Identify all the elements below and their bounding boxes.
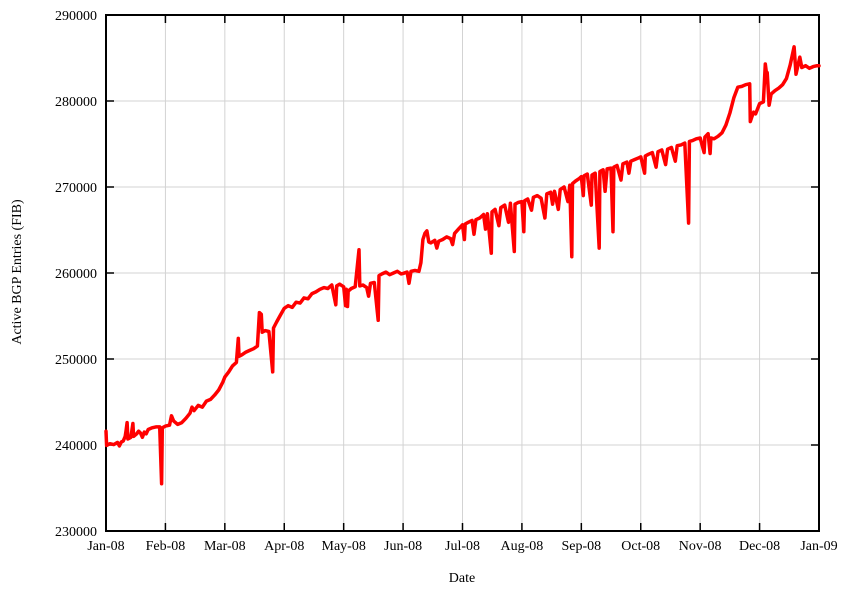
x-tick-label: Jun-08: [384, 539, 422, 554]
y-tick-label: 260000: [55, 267, 97, 282]
y-tick-label: 270000: [55, 181, 97, 196]
x-tick-label: Jan-09: [800, 539, 837, 554]
y-tick-label: 280000: [55, 95, 97, 110]
x-tick-label: May-08: [322, 539, 366, 554]
y-tick-label: 230000: [55, 525, 97, 540]
y-tick-label: 240000: [55, 439, 97, 454]
x-tick-label: Nov-08: [679, 539, 722, 554]
x-tick-label: Mar-08: [204, 539, 246, 554]
x-tick-label: Aug-08: [501, 539, 544, 554]
x-tick-label: Apr-08: [264, 539, 304, 554]
x-tick-label: Oct-08: [621, 539, 660, 554]
plot-border: [105, 14, 820, 532]
x-tick-label: Feb-08: [146, 539, 186, 554]
x-tick-label: Jan-08: [87, 539, 124, 554]
y-tick-label: 250000: [55, 353, 97, 368]
bgp-series-line: [104, 45, 821, 486]
x-tick-label: Dec-08: [739, 539, 780, 554]
y-tick-label: 290000: [55, 9, 97, 24]
x-tick-label: Jul-08: [445, 539, 480, 554]
x-tick-label: Sep-08: [561, 539, 601, 554]
